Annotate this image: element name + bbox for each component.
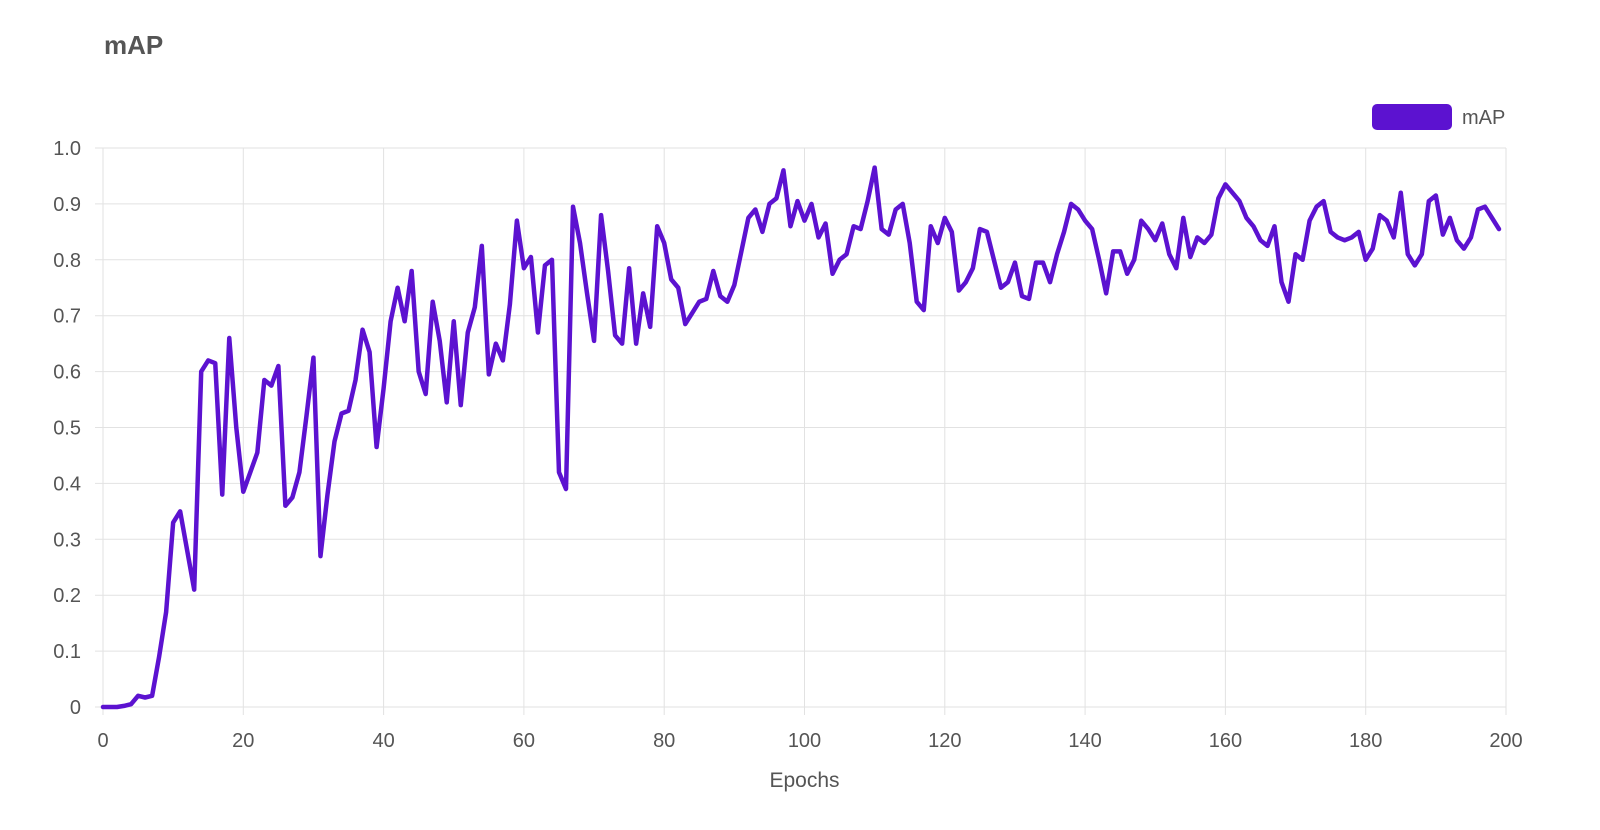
- y-tick-label: 0.8: [53, 250, 81, 272]
- x-tick-label: 80: [653, 730, 675, 752]
- legend[interactable]: mAP: [1372, 104, 1505, 130]
- x-tick-label: 40: [372, 730, 394, 752]
- series-lines: [100, 165, 1502, 710]
- x-tick-label: 20: [232, 730, 254, 752]
- x-tick-label: 160: [1209, 730, 1242, 752]
- legend-swatch[interactable]: [1372, 104, 1452, 130]
- y-tick-label: 0.9: [53, 194, 81, 216]
- series-line-map: [100, 165, 1502, 710]
- y-tick-label: 0.7: [53, 306, 81, 328]
- x-tick-label: 120: [928, 730, 961, 752]
- x-tick-label: 140: [1068, 730, 1101, 752]
- y-tick-label: 0.6: [53, 362, 81, 384]
- y-tick-label: 0.3: [53, 529, 81, 551]
- y-tick-label: 0.4: [53, 473, 81, 495]
- y-tick-labels: 0 0.1 0.2 0.3 0.4 0.5 0.6 0.7 0.8 0.9 1.0: [53, 138, 81, 719]
- x-axis-label: Epochs: [769, 769, 839, 792]
- x-tick-label: 200: [1489, 730, 1522, 752]
- legend-label[interactable]: mAP: [1462, 107, 1505, 129]
- y-tick-label: 0.5: [53, 418, 81, 440]
- x-tick-labels: 0 20 40 60 80 100 120 140 160 180 200: [97, 730, 1522, 752]
- x-tick-label: 60: [513, 730, 535, 752]
- x-tick-label: 180: [1349, 730, 1382, 752]
- y-tick-label: 0.2: [53, 585, 81, 607]
- chart-title: mAP: [104, 30, 164, 60]
- x-tick-label: 0: [97, 730, 108, 752]
- x-tick-label: 100: [788, 730, 821, 752]
- y-tick-label: 0: [70, 697, 81, 719]
- y-tick-label: 0.1: [53, 641, 81, 663]
- y-tick-label: 1.0: [53, 138, 81, 160]
